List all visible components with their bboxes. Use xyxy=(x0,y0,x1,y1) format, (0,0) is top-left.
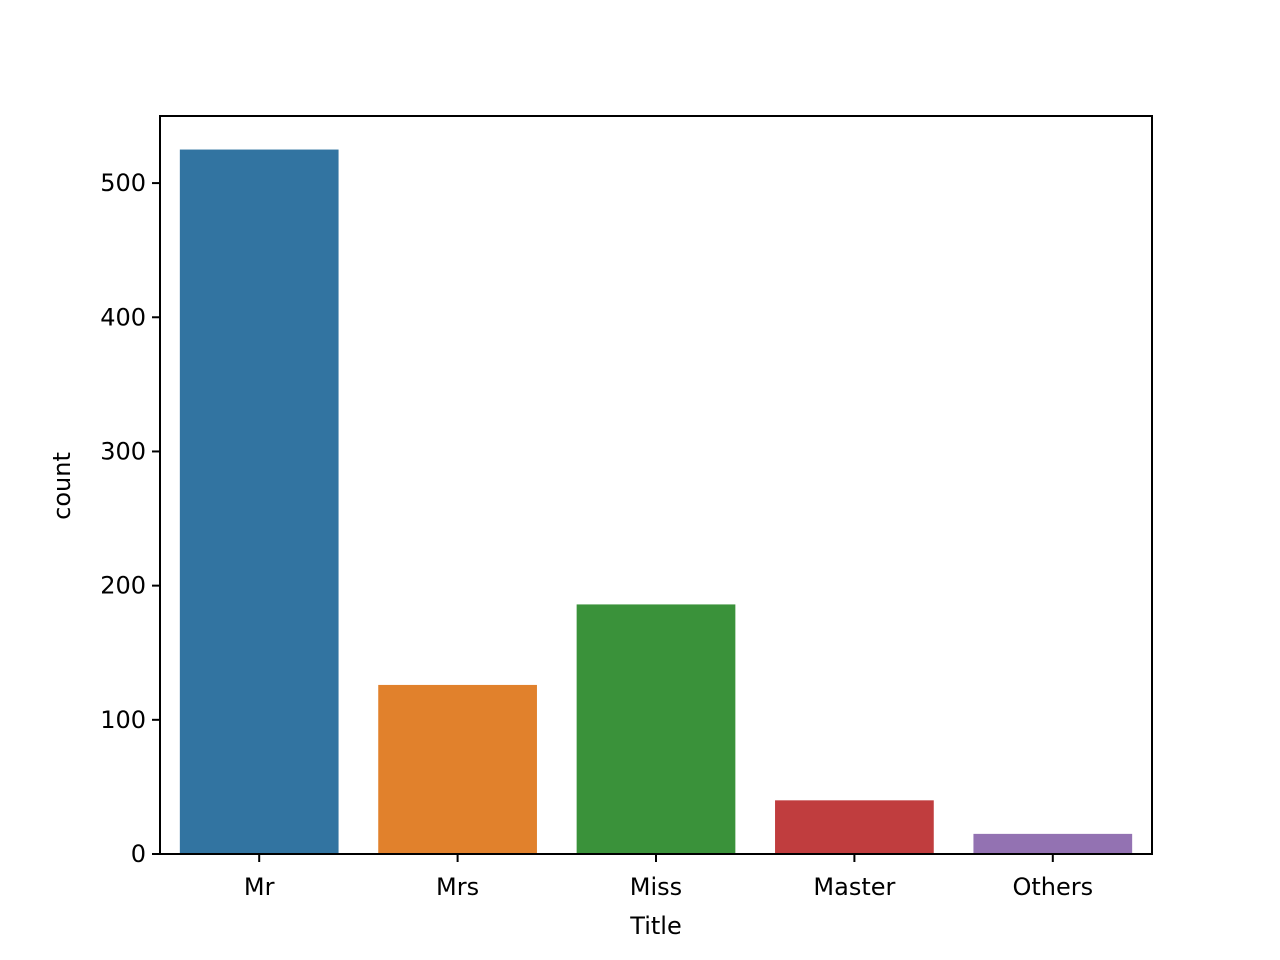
y-tick-label: 500 xyxy=(100,169,146,197)
y-axis: 0 100 200 300 400 500 xyxy=(100,169,160,868)
y-tick-label: 200 xyxy=(100,572,146,600)
y-tick-label: 400 xyxy=(100,303,146,331)
bar-master xyxy=(775,800,934,854)
x-tick-label-miss: Miss xyxy=(630,873,682,901)
bar-mr xyxy=(179,149,339,854)
y-tick-label: 300 xyxy=(100,437,146,465)
x-axis: Mr Mrs Miss Master Others xyxy=(244,854,1093,901)
bars-group xyxy=(179,149,1133,854)
x-tick-label-others: Others xyxy=(1012,873,1093,901)
bar-others xyxy=(973,833,1133,854)
y-tick-label: 100 xyxy=(100,706,146,734)
x-tick-label-mrs: Mrs xyxy=(436,873,479,901)
x-tick-label-mr: Mr xyxy=(244,873,275,901)
bar-miss xyxy=(576,604,736,854)
x-tick-label-master: Master xyxy=(813,873,895,901)
y-axis-label: count xyxy=(48,452,76,520)
y-tick-label: 0 xyxy=(131,840,146,868)
bar-mrs xyxy=(378,684,537,854)
x-axis-label: Title xyxy=(629,912,681,940)
